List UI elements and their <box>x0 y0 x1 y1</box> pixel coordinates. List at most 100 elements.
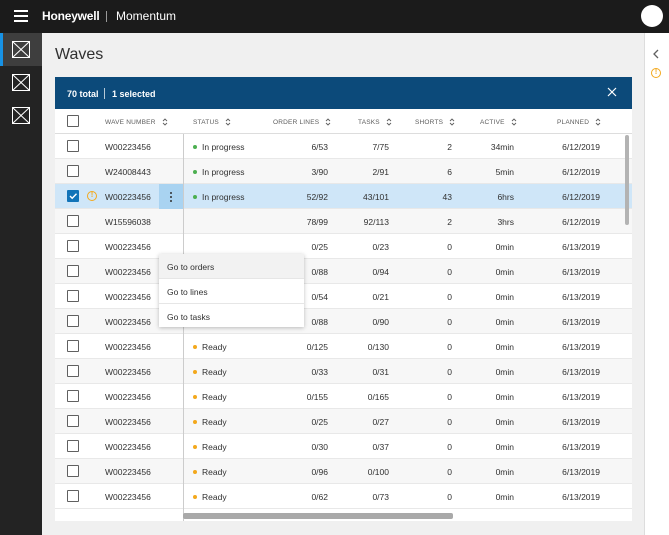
total-count: 70 total <box>67 89 99 99</box>
row-checkbox[interactable] <box>67 140 79 152</box>
row-checkbox[interactable] <box>67 365 79 377</box>
column-header-status[interactable]: STATUS <box>193 118 231 126</box>
user-avatar[interactable] <box>641 5 663 27</box>
column-header-tasks[interactable]: TASKS <box>358 118 392 126</box>
tasks-cell: 2/91 <box>372 167 389 177</box>
pinned-column-divider <box>183 134 184 521</box>
sort-icon <box>511 118 517 126</box>
status-dot-icon <box>193 395 197 399</box>
status-cell: Ready <box>193 467 227 477</box>
status-cell: Ready <box>193 442 227 452</box>
row-checkbox[interactable] <box>67 465 79 477</box>
chevron-left-icon[interactable] <box>652 49 660 59</box>
shorts-cell: 6 <box>447 167 452 177</box>
table-row[interactable]: ! W00223456 52/92 43/101 43 6hrs 6/12/2019 In p… <box>55 184 632 209</box>
tasks-cell: 0/21 <box>372 292 389 302</box>
shorts-cell: 0 <box>447 492 452 502</box>
menu-item-go-to-orders[interactable]: Go to orders <box>159 254 304 279</box>
status-cell: In progress <box>193 167 245 177</box>
active-cell: 0min <box>495 242 514 252</box>
selection-divider <box>104 88 105 99</box>
select-all-checkbox[interactable] <box>67 115 79 127</box>
nav-item-1[interactable] <box>0 33 42 66</box>
table-row[interactable]: W24008443 3/90 2/91 6 5min 6/12/2019 In progre… <box>55 159 632 184</box>
order-lines-cell: 52/92 <box>306 192 328 202</box>
sort-icon <box>595 118 601 126</box>
menu-item-go-to-lines[interactable]: Go to lines <box>159 279 304 304</box>
active-cell: 0min <box>495 292 514 302</box>
status-dot-icon <box>193 345 197 349</box>
order-lines-cell: 0/25 <box>311 242 328 252</box>
table-header: WAVE NUMBER STATUS ORDER LINES TASKS SHO… <box>55 109 632 134</box>
top-bar: Honeywell Momentum <box>0 0 669 33</box>
column-header-shorts[interactable]: SHORTS <box>415 118 455 126</box>
table-row[interactable]: W00223456 0/62 0/73 0 0min 6/13/2019 Ready <box>55 484 632 509</box>
sort-icon <box>225 118 231 126</box>
status-dot-icon <box>193 195 197 199</box>
wave-number-cell: W00223456 <box>105 342 151 352</box>
wave-number-cell: W00223456 <box>105 267 151 277</box>
table-row[interactable]: W00223456 0/96 0/100 0 0min 6/13/2019 Ready <box>55 459 632 484</box>
row-checkbox[interactable] <box>67 165 79 177</box>
shorts-cell: 2 <box>447 217 452 227</box>
row-checkbox[interactable] <box>67 265 79 277</box>
row-checkbox[interactable] <box>67 190 79 202</box>
table-row[interactable]: W00223456 0/25 0/23 0 0min 6/13/2019 <box>55 234 632 259</box>
shorts-cell: 0 <box>447 442 452 452</box>
status-cell: Ready <box>193 417 227 427</box>
nav-item-2[interactable] <box>0 66 42 99</box>
hamburger-menu-icon[interactable] <box>14 10 28 22</box>
column-header-active[interactable]: ACTIVE <box>480 118 517 126</box>
table-row[interactable]: W00223456 0/125 0/130 0 0min 6/13/2019 Ready <box>55 334 632 359</box>
tasks-cell: 0/31 <box>372 367 389 377</box>
tasks-cell: 7/75 <box>372 142 389 152</box>
row-checkbox[interactable] <box>67 240 79 252</box>
horizontal-scrollbar[interactable] <box>183 513 453 519</box>
row-checkbox[interactable] <box>67 440 79 452</box>
planned-cell: 6/13/2019 <box>562 367 600 377</box>
table-row[interactable]: W15596038 78/99 92/113 2 3hrs 6/12/2019 <box>55 209 632 234</box>
table-row[interactable]: W00223456 6/53 7/75 2 34min 6/12/2019 In progr… <box>55 134 632 159</box>
order-lines-cell: 0/30 <box>311 442 328 452</box>
shorts-cell: 0 <box>447 267 452 277</box>
warning-icon[interactable]: ! <box>651 68 661 78</box>
column-header-planned[interactable]: PLANNED <box>557 118 601 126</box>
status-cell: Ready <box>193 492 227 502</box>
row-checkbox[interactable] <box>67 490 79 502</box>
main-content: Waves 70 total 1 selected WAVE NUMBER ST… <box>42 33 644 535</box>
vertical-scrollbar[interactable] <box>625 135 629 225</box>
nav-item-3[interactable] <box>0 99 42 132</box>
shorts-cell: 0 <box>447 417 452 427</box>
row-actions-kebab-icon[interactable] <box>159 184 183 209</box>
row-checkbox[interactable] <box>67 340 79 352</box>
table-row[interactable]: W00223456 0/88 0/94 0 0min 6/13/2019 <box>55 259 632 284</box>
order-lines-cell: 3/90 <box>311 167 328 177</box>
column-header-wave-number[interactable]: WAVE NUMBER <box>105 118 168 126</box>
row-checkbox[interactable] <box>67 315 79 327</box>
table-row[interactable]: W00223456 0/155 0/165 0 0min 6/13/2019 Ready <box>55 384 632 409</box>
status-dot-icon <box>193 170 197 174</box>
active-cell: 0min <box>495 467 514 477</box>
row-checkbox[interactable] <box>67 290 79 302</box>
table-row[interactable]: W00223456 0/25 0/27 0 0min 6/13/2019 Ready <box>55 409 632 434</box>
active-cell: 0min <box>495 417 514 427</box>
table-row[interactable]: W00223456 0/30 0/37 0 0min 6/13/2019 Ready <box>55 434 632 459</box>
row-checkbox[interactable] <box>67 390 79 402</box>
placeholder-icon <box>12 107 30 124</box>
row-checkbox[interactable] <box>67 415 79 427</box>
tasks-cell: 0/94 <box>372 267 389 277</box>
column-header-order-lines[interactable]: ORDER LINES <box>273 118 331 126</box>
status-dot-icon <box>193 420 197 424</box>
planned-cell: 6/13/2019 <box>562 317 600 327</box>
row-checkbox[interactable] <box>67 215 79 227</box>
active-cell: 0min <box>495 342 514 352</box>
table-row[interactable]: W00223456 0/33 0/31 0 0min 6/13/2019 Ready <box>55 359 632 384</box>
wave-number-cell: W00223456 <box>105 317 151 327</box>
menu-item-go-to-tasks[interactable]: Go to tasks <box>167 312 210 322</box>
close-icon[interactable] <box>607 87 617 97</box>
status-dot-icon <box>193 445 197 449</box>
planned-cell: 6/13/2019 <box>562 417 600 427</box>
tasks-cell: 0/37 <box>372 442 389 452</box>
